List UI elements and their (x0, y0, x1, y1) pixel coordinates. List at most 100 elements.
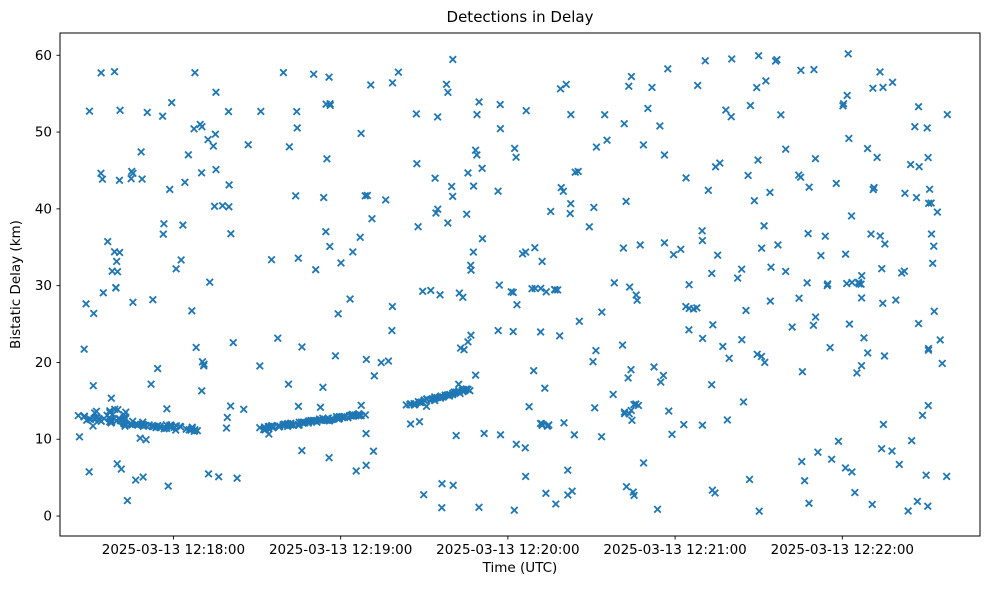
detection-marker (264, 430, 273, 438)
detection-marker (721, 106, 730, 115)
detection-marker (575, 317, 584, 326)
detection-marker (727, 54, 736, 63)
detection-marker (538, 421, 547, 430)
detection-marker (472, 150, 481, 159)
detection-marker (761, 77, 770, 85)
detection-marker (805, 499, 813, 508)
detection-marker (197, 168, 206, 177)
detection-marker (284, 380, 293, 389)
detection-marker (354, 409, 363, 418)
detection-marker (924, 346, 933, 355)
detection-marker (854, 278, 863, 287)
detection-marker (381, 195, 390, 204)
detection-marker (160, 424, 169, 433)
detection-marker (943, 110, 952, 119)
detection-marker (804, 229, 813, 238)
detection-marker (663, 64, 672, 73)
detection-marker (204, 135, 212, 144)
detection-marker (510, 506, 519, 515)
detection-marker (540, 384, 549, 393)
detection-marker (159, 219, 168, 228)
detection-marker (197, 386, 206, 395)
detection-marker (857, 361, 866, 370)
detection-marker (553, 285, 562, 294)
detection-marker (847, 467, 856, 476)
detection-marker (877, 444, 886, 453)
detection-marker (233, 474, 242, 483)
detection-marker (803, 278, 812, 287)
detection-marker (107, 394, 116, 403)
detection-marker (110, 405, 119, 414)
detection-marker (244, 140, 253, 149)
detection-marker (847, 212, 856, 220)
detection-marker (708, 486, 717, 495)
detection-marker (139, 422, 148, 431)
detection-marker (760, 221, 769, 230)
detection-marker (816, 251, 825, 260)
detection-marker (311, 265, 320, 274)
detection-marker (693, 81, 702, 90)
detection-marker (938, 359, 947, 368)
detection-marker (568, 487, 577, 496)
detection-marker (924, 153, 933, 162)
detection-marker (707, 380, 716, 389)
detection-marker (158, 112, 167, 121)
detection-marker (318, 383, 327, 392)
detection-marker (513, 300, 521, 309)
detection-marker (209, 142, 218, 150)
detection-marker (475, 97, 484, 106)
detection-marker (406, 420, 415, 428)
detection-marker (914, 102, 923, 111)
detection-marker (123, 496, 132, 505)
detection-marker (148, 295, 157, 304)
detection-marker (107, 419, 116, 427)
detection-marker (841, 464, 850, 472)
detection-marker (121, 408, 130, 417)
detection-marker (443, 218, 452, 227)
detection-marker (167, 98, 176, 107)
detection-marker (766, 297, 775, 306)
detection-marker (334, 309, 343, 318)
detection-marker (639, 141, 648, 149)
detection-marker (510, 144, 519, 153)
detection-marker (660, 238, 669, 247)
detection-marker (509, 288, 518, 297)
detection-marker (809, 321, 818, 330)
detection-marker (570, 430, 579, 439)
detection-marker (96, 169, 105, 178)
detection-marker (839, 99, 848, 108)
detection-marker (103, 411, 112, 420)
detection-marker (589, 203, 598, 212)
detection-marker (868, 84, 877, 93)
detection-marker (566, 199, 575, 208)
detection-marker (442, 80, 451, 89)
detection-marker (850, 488, 859, 497)
detection-marker (136, 434, 145, 443)
detection-marker (538, 257, 547, 266)
detection-marker (906, 160, 915, 169)
detection-marker (542, 287, 551, 296)
detection-marker (165, 185, 174, 194)
detection-marker (713, 251, 722, 260)
detection-marker (131, 476, 140, 484)
detection-marker (555, 331, 564, 340)
detection-marker (841, 250, 850, 259)
detection-marker (190, 427, 199, 436)
detection-marker (199, 361, 208, 370)
detection-marker (536, 328, 545, 336)
y-tick-label: 0 (43, 509, 52, 525)
detection-marker (153, 421, 162, 430)
detection-marker (901, 189, 909, 198)
detection-marker (805, 183, 814, 192)
detection-marker (600, 110, 609, 119)
detection-marker (711, 162, 720, 171)
detection-marker (416, 398, 425, 407)
detection-marker (627, 72, 636, 81)
detection-marker (923, 123, 932, 132)
detection-marker (924, 199, 933, 208)
detection-marker (838, 101, 847, 110)
detection-marker (433, 113, 442, 121)
detection-marker (458, 293, 467, 302)
detection-marker (745, 475, 754, 484)
